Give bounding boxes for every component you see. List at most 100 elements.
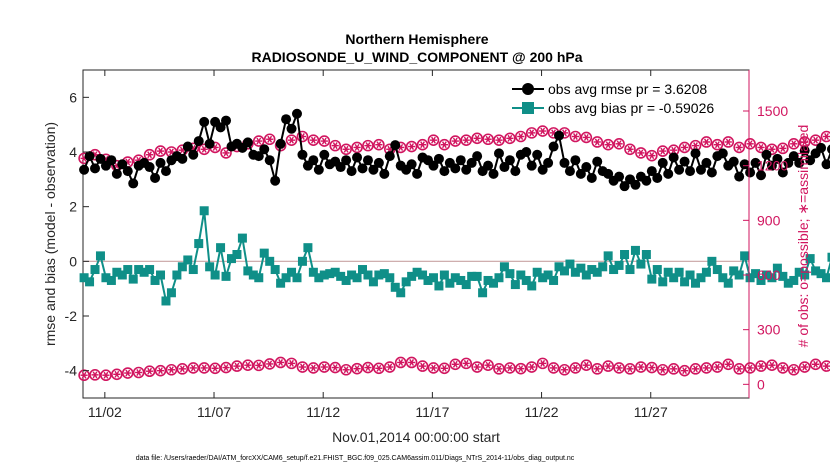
- bias-point: [636, 259, 646, 269]
- obs-count-possible-marker: [646, 149, 658, 162]
- bias-point: [390, 282, 400, 292]
- bias-point: [216, 243, 226, 253]
- obs-count-possible-marker: [504, 132, 516, 145]
- y-left-tick-label: 6: [69, 89, 77, 105]
- bias-point: [292, 273, 302, 283]
- obs-count-possible-marker: [449, 358, 462, 371]
- x-tick-label: 11/02: [88, 404, 122, 420]
- bias-point: [718, 273, 728, 283]
- bias-point: [467, 271, 477, 281]
- obs-count-point: [755, 360, 767, 372]
- obs-count-possible-marker: [591, 136, 604, 148]
- bias-point: [79, 273, 89, 283]
- bias-point: [112, 267, 122, 277]
- obs-count-assimilated-marker: [420, 362, 425, 370]
- obs-count-possible-marker: [471, 132, 483, 145]
- bias-point: [472, 271, 482, 281]
- bias-point: [745, 273, 755, 283]
- obs-count-assimilated-marker: [136, 369, 142, 376]
- obs-count-point: [111, 368, 123, 381]
- obs-count-possible-marker: [536, 125, 549, 137]
- obs-count-point: [121, 367, 134, 379]
- rmse-point: [111, 168, 122, 179]
- rmse-point: [483, 160, 494, 171]
- rmse-point: [177, 153, 188, 164]
- obs-count-possible-marker: [744, 362, 756, 374]
- bias-point: [805, 254, 815, 264]
- obs-count-point: [460, 134, 473, 146]
- bias-point: [696, 273, 706, 283]
- rmse-point: [182, 141, 193, 152]
- rmse-point: [674, 164, 685, 175]
- rmse-point: [766, 160, 777, 171]
- obs-count-possible-marker: [132, 366, 145, 379]
- obs-count-possible-marker: [809, 134, 822, 146]
- obs-count-assimilated-marker: [376, 141, 382, 149]
- bias-point: [767, 273, 777, 283]
- obs-count-assimilated-marker: [223, 149, 229, 157]
- obs-count-assimilated-marker: [605, 141, 611, 149]
- obs-count-assimilated-marker: [693, 365, 698, 373]
- obs-count-assimilated-marker: [103, 371, 109, 379]
- obs-count-possible-marker: [329, 139, 342, 152]
- obs-count-assimilated-marker: [212, 364, 218, 372]
- obs-count-possible-marker: [416, 138, 429, 151]
- obs-count-possible-marker: [656, 145, 669, 157]
- obs-count-possible-marker: [678, 141, 691, 154]
- obs-count-assimilated-marker: [147, 367, 153, 375]
- rmse-point: [668, 152, 679, 163]
- rmse-point: [493, 148, 504, 159]
- obs-count-point: [591, 363, 604, 375]
- obs-count-assimilated-marker: [714, 363, 720, 371]
- obs-count-possible-marker: [624, 363, 636, 375]
- obs-count-assimilated-marker: [660, 147, 666, 155]
- bias-point: [811, 266, 821, 276]
- rmse-point: [84, 151, 95, 162]
- obs-count-assimilated-marker: [289, 359, 294, 367]
- bias-point: [707, 256, 717, 266]
- x-tick-label: 11/17: [415, 404, 449, 420]
- obs-count-possible-marker: [383, 361, 396, 373]
- y-left-tick-label: 0: [69, 253, 77, 269]
- obs-count-point: [438, 138, 451, 151]
- bias-point: [177, 262, 187, 272]
- obs-count-assimilated-marker: [431, 136, 436, 144]
- rmse-point: [619, 181, 630, 192]
- obs-count-assimilated-marker: [736, 143, 742, 151]
- bias-point: [341, 275, 351, 285]
- obs-count-possible-marker: [580, 131, 593, 144]
- obs-count-possible-marker: [318, 361, 331, 373]
- obs-count-possible-marker: [460, 357, 473, 370]
- obs-count-assimilated-marker: [824, 362, 829, 370]
- obs-count-point: [809, 134, 822, 146]
- obs-count-point: [820, 360, 830, 372]
- obs-count-possible-marker: [209, 362, 221, 375]
- obs-count-assimilated-marker: [649, 152, 655, 160]
- obs-count-possible-marker: [351, 362, 363, 375]
- rmse-point: [734, 171, 745, 182]
- obs-count-point: [504, 362, 516, 374]
- obs-count-possible-marker: [722, 358, 735, 371]
- bias-point: [183, 255, 193, 265]
- obs-count-possible-marker: [340, 363, 352, 376]
- obs-count-possible-marker: [198, 362, 210, 374]
- rmse-point: [428, 160, 439, 171]
- legend-bias-marker: [522, 102, 534, 114]
- obs-count-possible-marker: [569, 130, 582, 143]
- rmse-point: [335, 162, 346, 173]
- bias-point: [172, 270, 182, 280]
- rmse-point: [270, 175, 281, 186]
- obs-count-assimilated-marker: [704, 364, 709, 372]
- obs-count-point: [580, 359, 593, 372]
- rmse-point: [341, 155, 352, 166]
- obs-count-possible-marker: [143, 148, 156, 161]
- rmse-point: [826, 144, 830, 154]
- y-right-tick-label: 1200: [757, 158, 788, 174]
- obs-count-point: [624, 143, 636, 156]
- rmse-point: [373, 157, 384, 168]
- obs-count-point: [613, 362, 625, 374]
- bias-point: [276, 278, 286, 288]
- obs-count-assimilated-marker: [518, 133, 524, 140]
- obs-count-assimilated-marker: [769, 145, 775, 153]
- obs-count-assimilated-marker: [551, 129, 556, 137]
